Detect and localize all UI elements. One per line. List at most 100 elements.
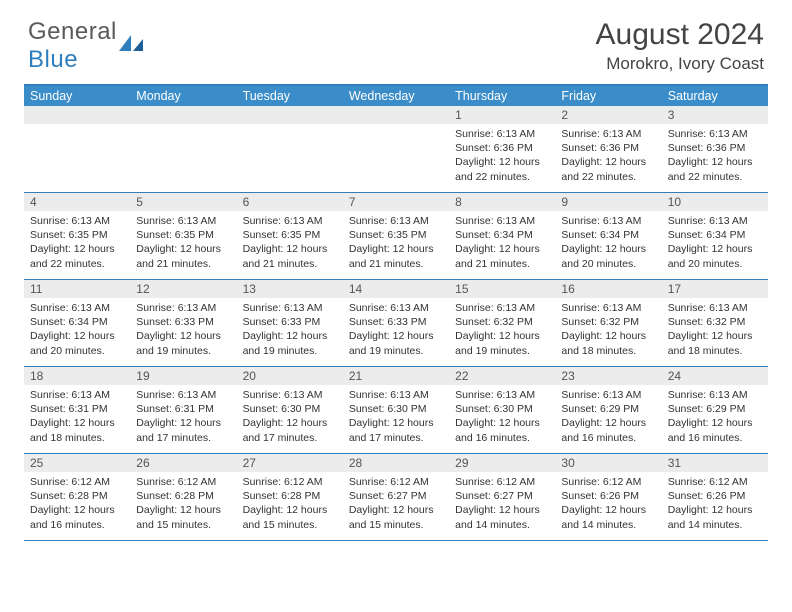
day-number: 28: [343, 454, 449, 472]
page-header: General Blue August 2024 Morokro, Ivory …: [0, 0, 792, 84]
day-details: Sunrise: 6:13 AMSunset: 6:30 PMDaylight:…: [343, 385, 449, 447]
day-details: Sunrise: 6:13 AMSunset: 6:35 PMDaylight:…: [130, 211, 236, 273]
day-number: 27: [237, 454, 343, 472]
week-row: 11Sunrise: 6:13 AMSunset: 6:34 PMDayligh…: [24, 280, 768, 367]
day-number: 24: [662, 367, 768, 385]
week-row: 4Sunrise: 6:13 AMSunset: 6:35 PMDaylight…: [24, 193, 768, 280]
day-number: [130, 106, 236, 124]
day-number: 2: [555, 106, 661, 124]
empty-cell: [130, 106, 236, 192]
day-details: Sunrise: 6:12 AMSunset: 6:27 PMDaylight:…: [449, 472, 555, 534]
day-details: Sunrise: 6:13 AMSunset: 6:35 PMDaylight:…: [343, 211, 449, 273]
day-number: 9: [555, 193, 661, 211]
day-details: Sunrise: 6:13 AMSunset: 6:34 PMDaylight:…: [662, 211, 768, 273]
month-title: August 2024: [596, 18, 764, 52]
day-number: 6: [237, 193, 343, 211]
brand-logo: General Blue: [28, 18, 145, 74]
day-details: Sunrise: 6:13 AMSunset: 6:31 PMDaylight:…: [130, 385, 236, 447]
day-cell: 28Sunrise: 6:12 AMSunset: 6:27 PMDayligh…: [343, 454, 449, 540]
brand-text: General Blue: [28, 18, 117, 74]
day-header-thursday: Thursday: [449, 86, 555, 106]
week-row: 25Sunrise: 6:12 AMSunset: 6:28 PMDayligh…: [24, 454, 768, 541]
location-label: Morokro, Ivory Coast: [596, 54, 764, 74]
day-details: Sunrise: 6:13 AMSunset: 6:33 PMDaylight:…: [237, 298, 343, 360]
day-number: 12: [130, 280, 236, 298]
day-cell: 15Sunrise: 6:13 AMSunset: 6:32 PMDayligh…: [449, 280, 555, 366]
day-number: 14: [343, 280, 449, 298]
day-number: 19: [130, 367, 236, 385]
day-details: Sunrise: 6:13 AMSunset: 6:35 PMDaylight:…: [237, 211, 343, 273]
day-cell: 25Sunrise: 6:12 AMSunset: 6:28 PMDayligh…: [24, 454, 130, 540]
day-header-saturday: Saturday: [662, 86, 768, 106]
day-number: 23: [555, 367, 661, 385]
day-cell: 1Sunrise: 6:13 AMSunset: 6:36 PMDaylight…: [449, 106, 555, 192]
day-header-wednesday: Wednesday: [343, 86, 449, 106]
brand-blue: Blue: [28, 46, 78, 73]
weeks-container: 1Sunrise: 6:13 AMSunset: 6:36 PMDaylight…: [24, 106, 768, 541]
day-cell: 11Sunrise: 6:13 AMSunset: 6:34 PMDayligh…: [24, 280, 130, 366]
day-details: Sunrise: 6:13 AMSunset: 6:34 PMDaylight:…: [24, 298, 130, 360]
day-number: 20: [237, 367, 343, 385]
day-details: Sunrise: 6:13 AMSunset: 6:29 PMDaylight:…: [555, 385, 661, 447]
day-details: Sunrise: 6:13 AMSunset: 6:29 PMDaylight:…: [662, 385, 768, 447]
day-number: 7: [343, 193, 449, 211]
day-cell: 21Sunrise: 6:13 AMSunset: 6:30 PMDayligh…: [343, 367, 449, 453]
day-cell: 19Sunrise: 6:13 AMSunset: 6:31 PMDayligh…: [130, 367, 236, 453]
day-number: 25: [24, 454, 130, 472]
day-number: 18: [24, 367, 130, 385]
day-details: Sunrise: 6:13 AMSunset: 6:32 PMDaylight:…: [662, 298, 768, 360]
day-cell: 8Sunrise: 6:13 AMSunset: 6:34 PMDaylight…: [449, 193, 555, 279]
brand-general: General: [28, 18, 117, 45]
day-details: Sunrise: 6:13 AMSunset: 6:35 PMDaylight:…: [24, 211, 130, 273]
day-cell: 10Sunrise: 6:13 AMSunset: 6:34 PMDayligh…: [662, 193, 768, 279]
day-cell: 26Sunrise: 6:12 AMSunset: 6:28 PMDayligh…: [130, 454, 236, 540]
day-cell: 30Sunrise: 6:12 AMSunset: 6:26 PMDayligh…: [555, 454, 661, 540]
day-number: 11: [24, 280, 130, 298]
day-number: 8: [449, 193, 555, 211]
day-number: 31: [662, 454, 768, 472]
day-details: Sunrise: 6:13 AMSunset: 6:34 PMDaylight:…: [555, 211, 661, 273]
day-cell: 7Sunrise: 6:13 AMSunset: 6:35 PMDaylight…: [343, 193, 449, 279]
calendar-grid: SundayMondayTuesdayWednesdayThursdayFrid…: [24, 84, 768, 541]
day-cell: 17Sunrise: 6:13 AMSunset: 6:32 PMDayligh…: [662, 280, 768, 366]
day-number: 10: [662, 193, 768, 211]
day-cell: 18Sunrise: 6:13 AMSunset: 6:31 PMDayligh…: [24, 367, 130, 453]
day-number: 13: [237, 280, 343, 298]
day-cell: 27Sunrise: 6:12 AMSunset: 6:28 PMDayligh…: [237, 454, 343, 540]
day-number: 21: [343, 367, 449, 385]
day-cell: 20Sunrise: 6:13 AMSunset: 6:30 PMDayligh…: [237, 367, 343, 453]
day-number: 17: [662, 280, 768, 298]
day-number: [237, 106, 343, 124]
day-details: Sunrise: 6:12 AMSunset: 6:27 PMDaylight:…: [343, 472, 449, 534]
day-details: Sunrise: 6:12 AMSunset: 6:28 PMDaylight:…: [24, 472, 130, 534]
day-cell: 29Sunrise: 6:12 AMSunset: 6:27 PMDayligh…: [449, 454, 555, 540]
day-number: 16: [555, 280, 661, 298]
day-details: Sunrise: 6:13 AMSunset: 6:30 PMDaylight:…: [237, 385, 343, 447]
day-cell: 16Sunrise: 6:13 AMSunset: 6:32 PMDayligh…: [555, 280, 661, 366]
day-cell: 24Sunrise: 6:13 AMSunset: 6:29 PMDayligh…: [662, 367, 768, 453]
empty-cell: [237, 106, 343, 192]
empty-cell: [343, 106, 449, 192]
day-details: Sunrise: 6:13 AMSunset: 6:36 PMDaylight:…: [555, 124, 661, 186]
day-cell: 2Sunrise: 6:13 AMSunset: 6:36 PMDaylight…: [555, 106, 661, 192]
day-number: 29: [449, 454, 555, 472]
day-details: Sunrise: 6:12 AMSunset: 6:28 PMDaylight:…: [237, 472, 343, 534]
day-header-sunday: Sunday: [24, 86, 130, 106]
week-row: 18Sunrise: 6:13 AMSunset: 6:31 PMDayligh…: [24, 367, 768, 454]
day-details: Sunrise: 6:12 AMSunset: 6:28 PMDaylight:…: [130, 472, 236, 534]
day-details: Sunrise: 6:13 AMSunset: 6:33 PMDaylight:…: [343, 298, 449, 360]
day-cell: 4Sunrise: 6:13 AMSunset: 6:35 PMDaylight…: [24, 193, 130, 279]
day-cell: 6Sunrise: 6:13 AMSunset: 6:35 PMDaylight…: [237, 193, 343, 279]
empty-cell: [24, 106, 130, 192]
day-header-row: SundayMondayTuesdayWednesdayThursdayFrid…: [24, 86, 768, 106]
title-block: August 2024 Morokro, Ivory Coast: [596, 18, 764, 74]
day-details: Sunrise: 6:13 AMSunset: 6:36 PMDaylight:…: [449, 124, 555, 186]
day-cell: 31Sunrise: 6:12 AMSunset: 6:26 PMDayligh…: [662, 454, 768, 540]
day-details: Sunrise: 6:13 AMSunset: 6:33 PMDaylight:…: [130, 298, 236, 360]
week-row: 1Sunrise: 6:13 AMSunset: 6:36 PMDaylight…: [24, 106, 768, 193]
day-cell: 12Sunrise: 6:13 AMSunset: 6:33 PMDayligh…: [130, 280, 236, 366]
day-number: [343, 106, 449, 124]
day-cell: 3Sunrise: 6:13 AMSunset: 6:36 PMDaylight…: [662, 106, 768, 192]
day-header-friday: Friday: [555, 86, 661, 106]
day-cell: 14Sunrise: 6:13 AMSunset: 6:33 PMDayligh…: [343, 280, 449, 366]
